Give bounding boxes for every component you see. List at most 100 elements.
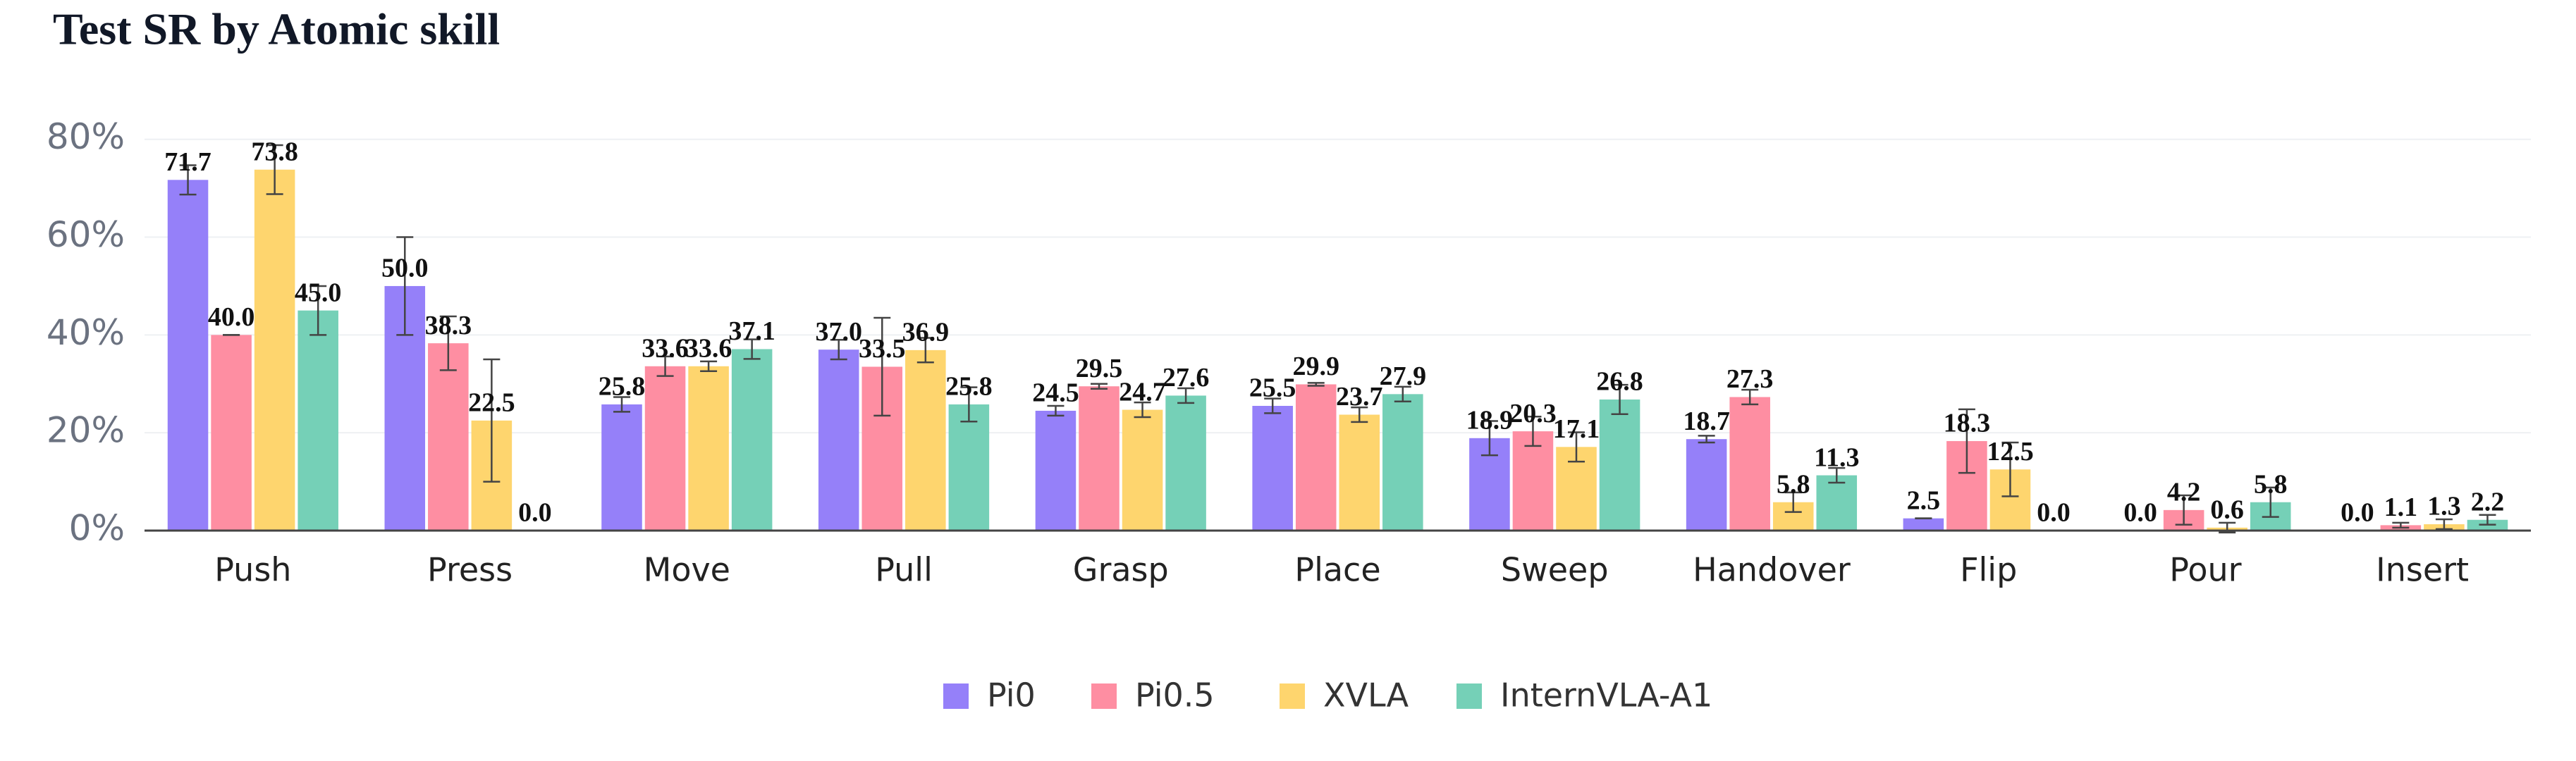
data-label: 27.6: [1163, 363, 1210, 392]
error-bar: [2479, 514, 2496, 526]
bar: [1816, 475, 1858, 531]
data-label: 37.0: [815, 317, 862, 347]
bar: [905, 349, 946, 531]
bar: [688, 366, 729, 531]
data-label: 33.5: [859, 334, 906, 364]
data-label: 50.0: [381, 254, 429, 283]
bar: [601, 404, 642, 531]
legend-swatch: [943, 683, 969, 709]
error-bar: [1828, 466, 1846, 484]
data-label: 25.8: [945, 372, 993, 402]
error-bar: [830, 339, 847, 361]
data-label: 5.8: [2254, 469, 2288, 499]
error-bar: [1264, 397, 1282, 414]
bar: [1339, 414, 1380, 531]
error-bar: [613, 396, 630, 413]
y-tick-label: 20%: [47, 410, 125, 451]
error-bar: [700, 360, 718, 372]
error-bar: [1047, 404, 1065, 417]
bar: [1512, 431, 1554, 531]
data-label: 29.5: [1076, 354, 1123, 383]
error-bar: [1698, 435, 1715, 444]
error-bar: [2175, 494, 2192, 526]
data-label: 27.3: [1726, 364, 1774, 394]
data-label: 73.8: [251, 137, 298, 166]
error-bar: [2001, 441, 2019, 497]
error-bar: [439, 315, 457, 371]
x-tick-label: Insert: [2376, 551, 2469, 589]
legend-swatch: [1091, 683, 1117, 709]
x-tick-label: Handover: [1693, 551, 1851, 589]
data-label: 25.8: [599, 372, 646, 402]
error-bar: [873, 316, 891, 417]
data-label: 0.0: [518, 498, 552, 528]
data-label: 36.9: [902, 318, 950, 347]
error-bar: [483, 358, 501, 483]
error-bar: [1480, 420, 1498, 457]
bar: [1382, 394, 1423, 531]
data-label: 24.5: [1032, 378, 1079, 408]
data-label: 0.6: [2210, 495, 2244, 525]
x-tick-label: Flip: [1960, 551, 2017, 589]
legend-swatch: [1280, 683, 1305, 709]
error-bar: [1351, 406, 1368, 423]
error-bar: [2262, 486, 2279, 518]
bar: [1729, 397, 1770, 531]
data-label: 37.1: [728, 316, 775, 346]
data-label: 18.3: [1944, 409, 1991, 438]
chart-title: Test SR by Atomic skill: [53, 4, 500, 54]
data-label: 0.0: [2037, 498, 2071, 528]
bar: [1165, 395, 1206, 531]
x-tick-label: Move: [644, 551, 730, 589]
error-bar: [1611, 383, 1629, 416]
error-bar: [1958, 408, 1975, 474]
data-label: 22.5: [468, 388, 515, 418]
error-bar: [1307, 382, 1325, 387]
data-label: 2.2: [2471, 487, 2505, 516]
x-tick-label: Push: [214, 551, 291, 589]
data-label: 27.9: [1380, 361, 1427, 391]
data-label: 45.0: [295, 278, 342, 307]
bar: [644, 366, 686, 531]
error-bar: [2392, 521, 2410, 529]
error-bar: [1741, 388, 1759, 406]
bar: [1079, 386, 1120, 531]
error-bar: [960, 386, 978, 423]
data-label: 18.7: [1683, 407, 1730, 436]
legend-label: Pi0: [987, 676, 1036, 714]
data-label: 11.3: [1814, 443, 1859, 472]
bar: [428, 343, 469, 531]
error-bar: [266, 144, 283, 195]
error-bar: [2435, 518, 2453, 531]
data-label: 18.9: [1466, 406, 1514, 435]
bar: [948, 404, 990, 531]
error-bar: [656, 355, 674, 377]
bar: [1686, 439, 1727, 531]
error-bar: [179, 164, 197, 196]
error-bar: [1524, 416, 1542, 447]
bar: [1035, 410, 1077, 531]
bar: [1122, 409, 1163, 531]
error-bar: [743, 338, 761, 360]
error-bar: [1394, 385, 1411, 403]
legend-swatch: [1456, 683, 1482, 709]
y-tick-label: 0%: [69, 508, 125, 549]
data-label: 23.7: [1336, 382, 1383, 412]
y-tick-label: 80%: [47, 116, 125, 157]
bar: [254, 169, 295, 531]
x-tick-label: Place: [1294, 551, 1380, 589]
error-bar: [1784, 491, 1802, 513]
x-tick-label: Grasp: [1073, 551, 1169, 589]
data-label: 29.9: [1292, 352, 1339, 381]
x-tick-label: Pour: [2169, 551, 2241, 589]
bar: [1903, 518, 1944, 531]
bar: [211, 335, 252, 531]
bar: [167, 180, 209, 531]
data-label: 1.3: [2427, 492, 2461, 521]
bar: [298, 310, 338, 531]
data-label: 17.1: [1553, 414, 1600, 444]
data-label: 2.5: [1907, 485, 1941, 515]
data-label: 24.7: [1119, 377, 1166, 407]
data-label: 33.6: [642, 333, 689, 363]
bar: [1295, 384, 1337, 531]
